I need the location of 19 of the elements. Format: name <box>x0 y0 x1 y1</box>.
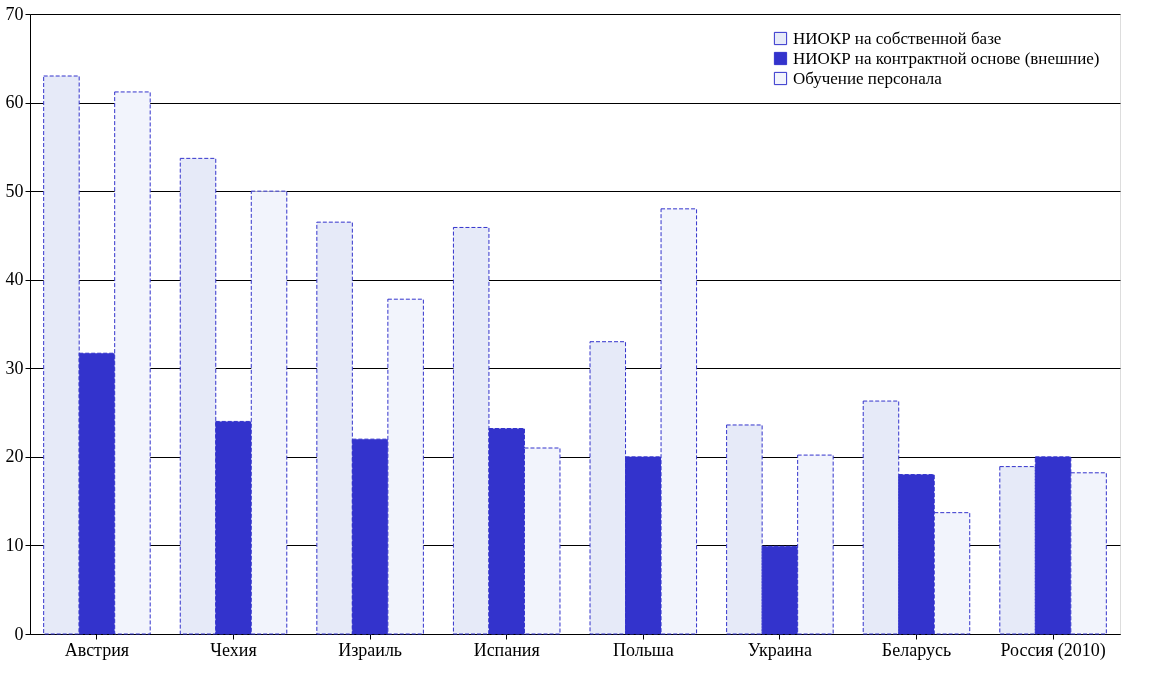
y-tick-label: 40 <box>5 269 24 290</box>
x-tick-label: Россия (2010) <box>1000 639 1106 661</box>
y-tick-label: 10 <box>5 534 24 555</box>
x-tick-label: Испания <box>473 639 540 660</box>
y-tick-label: 50 <box>5 180 24 201</box>
legend-label: НИОКР на контрактной основе (внешние) <box>793 48 1100 68</box>
y-tick-label: 60 <box>5 92 24 113</box>
legend-label: НИОКР на собственной базе <box>793 28 1002 48</box>
x-tick-label: Чехия <box>210 639 257 660</box>
y-tick-label: 20 <box>5 446 24 467</box>
y-tick-label: 30 <box>5 357 24 378</box>
x-tick-label: Польша <box>612 639 674 660</box>
x-tick-label: Израиль <box>338 639 403 660</box>
y-tick-label: 0 <box>14 623 24 644</box>
y-tick-label: 70 <box>5 3 24 24</box>
legend-label: Обучение персонала <box>793 68 943 88</box>
x-tick-label: Украина <box>747 639 812 660</box>
x-tick-label: Беларусь <box>881 639 952 660</box>
x-tick-label: Австрия <box>64 639 130 660</box>
